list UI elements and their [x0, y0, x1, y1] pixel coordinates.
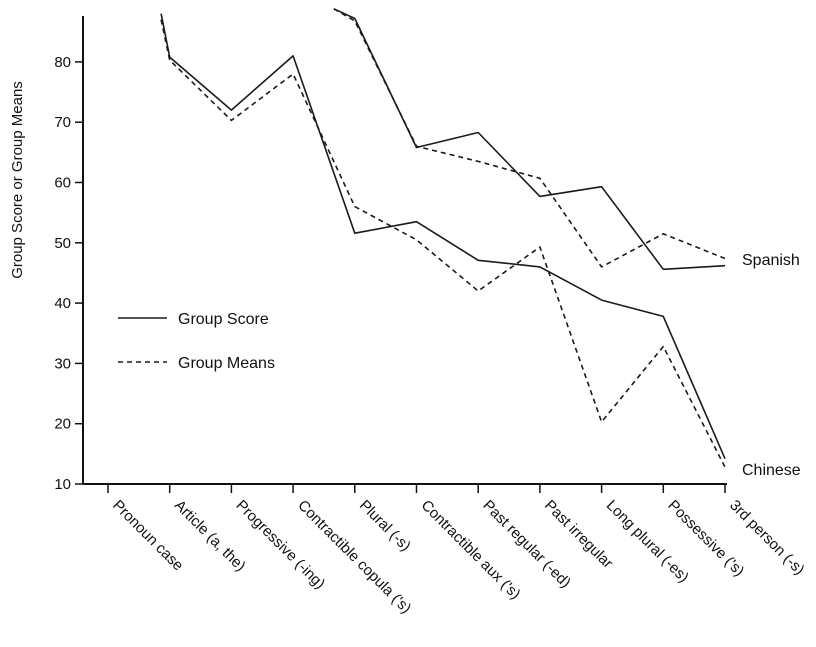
- y-tick-label: 50: [54, 235, 71, 252]
- y-tick-label: 70: [54, 114, 71, 131]
- legend: Group Score Group Means: [118, 311, 275, 372]
- series-label-spanish: Spanish: [742, 252, 800, 269]
- spanish-group-score-line: [333, 8, 726, 271]
- y-tick-label: 10: [54, 476, 71, 493]
- legend-label-group-score: Group Score: [178, 311, 269, 328]
- y-tick-label: 40: [54, 295, 71, 312]
- plot-lines: [160, 8, 726, 468]
- y-tick-label: 20: [54, 416, 71, 433]
- spanish-group-means-line: [333, 8, 726, 268]
- y-axis-label: Group Score or Group Means: [9, 81, 26, 279]
- y-tick-label: 60: [54, 175, 71, 192]
- legend-label-group-means: Group Means: [178, 355, 275, 372]
- y-tick-label: 30: [54, 355, 71, 372]
- chinese-group-score-line: [160, 13, 726, 460]
- y-tick-label: 80: [54, 54, 71, 71]
- series-label-chinese: Chinese: [742, 462, 801, 479]
- x-tick-label: Contractible copula ('s): [294, 497, 414, 617]
- x-tick-label: Plural (-s): [356, 497, 414, 555]
- chinese-group-means-line: [160, 19, 726, 468]
